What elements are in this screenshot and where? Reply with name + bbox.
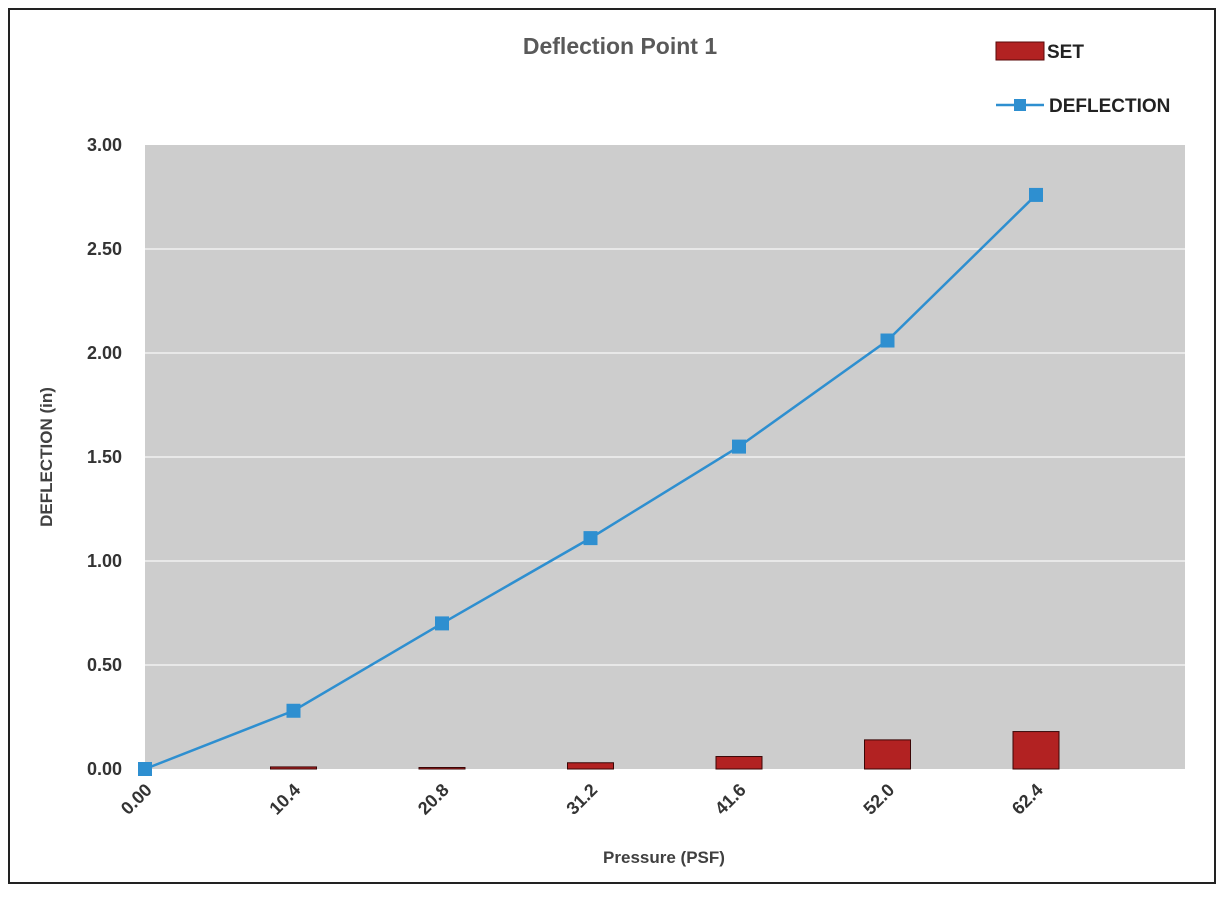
bar-set: [715, 756, 763, 770]
deflection-point: [286, 703, 301, 718]
legend-deflection-marker: [1014, 99, 1026, 111]
x-axis: 0.00 10.4 20.8 31.2 41.6 52.0 62.4: [117, 780, 1047, 819]
bar-set: [567, 762, 614, 770]
bar-series-set: [270, 731, 1060, 770]
y-tick-label: 2.50: [87, 239, 122, 259]
y-axis-title: DEFLECTION (in): [37, 387, 56, 527]
x-tick-label: 20.8: [414, 780, 453, 819]
y-tick-label: 3.00: [87, 135, 122, 155]
deflection-point: [583, 531, 598, 546]
deflection-point: [732, 439, 746, 454]
line-series-deflection: [138, 187, 1043, 776]
bar-set: [864, 739, 911, 770]
y-tick-label: 2.00: [87, 343, 122, 363]
legend-set-swatch: [995, 41, 1045, 61]
x-tick-label: 0.00: [117, 780, 156, 819]
chart-title: Deflection Point 1: [523, 33, 717, 59]
y-axis: 0.00 0.50 1.00 1.50 2.00 2.50 3.00: [87, 135, 122, 779]
x-tick-label: 31.2: [562, 780, 601, 819]
deflection-point: [435, 616, 449, 631]
y-tick-label: 1.50: [87, 447, 122, 467]
deflection-point: [138, 762, 152, 776]
deflection-point: [1029, 187, 1043, 202]
y-tick-label: 0.00: [87, 759, 122, 779]
deflection-point: [880, 333, 895, 348]
x-tick-label: 62.4: [1008, 780, 1047, 819]
x-axis-title: Pressure (PSF): [603, 848, 725, 867]
x-tick-label: 41.6: [711, 780, 750, 819]
x-tick-label: 10.4: [265, 780, 304, 819]
legend-set-label: SET: [1047, 42, 1084, 63]
bar-set: [1012, 731, 1060, 770]
y-tick-label: 1.00: [87, 551, 122, 571]
y-tick-label: 0.50: [87, 655, 122, 675]
legend: SET DEFLECTION: [995, 41, 1170, 117]
legend-deflection-label: DEFLECTION: [1049, 96, 1170, 117]
bar-set: [418, 767, 466, 770]
x-tick-label: 52.0: [859, 780, 898, 819]
bar-set: [270, 766, 317, 770]
gridlines: [145, 248, 1185, 666]
